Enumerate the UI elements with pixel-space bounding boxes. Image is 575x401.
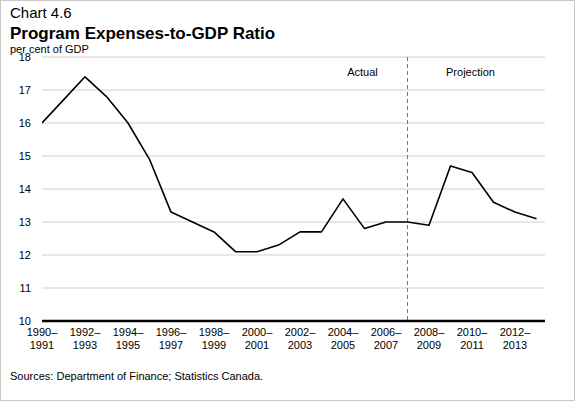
- subtitle: Program Expenses-to-GDP Ratio: [10, 24, 275, 43]
- grid-line: [42, 255, 545, 256]
- x-tick-line: 2011: [460, 339, 484, 351]
- x-tick-label: 1994–1995: [113, 326, 144, 351]
- frame: [1, 1, 575, 401]
- x-tick-label: 2002–2003: [285, 326, 316, 351]
- data-line: [42, 77, 537, 252]
- x-tick-label: 2006–2007: [371, 326, 402, 351]
- annotation: Projection: [446, 66, 495, 78]
- x-tick-line: 1994–: [113, 326, 144, 338]
- x-tick-label: 2008–2009: [414, 326, 445, 351]
- x-tick-line: 2000–: [242, 326, 273, 338]
- y-tick-label: 14: [19, 183, 31, 195]
- x-tick-label: 1996–1997: [156, 326, 187, 351]
- grid-line: [42, 189, 545, 190]
- title: Chart 4.6: [10, 4, 72, 21]
- grid-line: [42, 156, 545, 157]
- y-tick-label: 11: [20, 282, 31, 294]
- grid-line: [42, 222, 545, 223]
- x-tick-line: 2009: [417, 339, 441, 351]
- x-tick-line: 1990–: [27, 326, 58, 338]
- x-axis: [42, 320, 545, 323]
- y-tick-label: 18: [19, 51, 31, 63]
- grid-line: [42, 288, 545, 289]
- chart: Chart 4.6Program Expenses-to-GDP Ratiope…: [0, 0, 575, 401]
- y-tick-label: 13: [19, 216, 31, 228]
- x-tick-line: 2003: [288, 339, 312, 351]
- x-tick-label: 2000–2001: [242, 326, 273, 351]
- x-tick-line: 1996–: [156, 326, 187, 338]
- source: Sources: Department of Finance; Statisti…: [10, 370, 263, 382]
- x-tick-label: 2012–2013: [500, 326, 531, 351]
- x-tick-line: 1992–: [70, 326, 101, 338]
- x-tick-line: 2001: [245, 339, 269, 351]
- x-tick-label: 1990–1991: [27, 326, 58, 351]
- x-tick-line: 2004–: [328, 326, 359, 338]
- y-tick-label: 15: [19, 150, 31, 162]
- x-tick-line: 2002–: [285, 326, 316, 338]
- y-tick-label: 16: [19, 117, 31, 129]
- x-tick-line: 1995: [116, 339, 140, 351]
- x-tick-line: 1998–: [199, 326, 230, 338]
- y-tick-label: 12: [19, 249, 31, 261]
- x-tick-line: 2007: [374, 339, 398, 351]
- x-tick-line: 2012–: [500, 326, 531, 338]
- x-tick-line: 1999: [202, 339, 226, 351]
- grid-line: [42, 123, 545, 124]
- x-tick-label: 2010–2011: [457, 326, 488, 351]
- grid-line: [42, 57, 545, 58]
- x-tick-line: 2008–: [414, 326, 445, 338]
- x-tick-line: 2010–: [457, 326, 488, 338]
- x-tick-label: 1992–1993: [70, 326, 101, 351]
- divider: [407, 57, 408, 321]
- plot: [42, 77, 537, 252]
- x-tick-line: 2013: [503, 339, 527, 351]
- x-tick-label: 1998–1999: [199, 326, 230, 351]
- x-tick-line: 2005: [331, 339, 355, 351]
- annotation: Actual: [347, 66, 378, 78]
- x-tick-line: 1991: [30, 339, 54, 351]
- x-tick-label: 2004–2005: [328, 326, 359, 351]
- x-tick-line: 2006–: [371, 326, 402, 338]
- x-tick-line: 1997: [159, 339, 183, 351]
- y-tick-label: 17: [19, 84, 31, 96]
- x-tick-line: 1993: [73, 339, 97, 351]
- grid-line: [42, 90, 545, 91]
